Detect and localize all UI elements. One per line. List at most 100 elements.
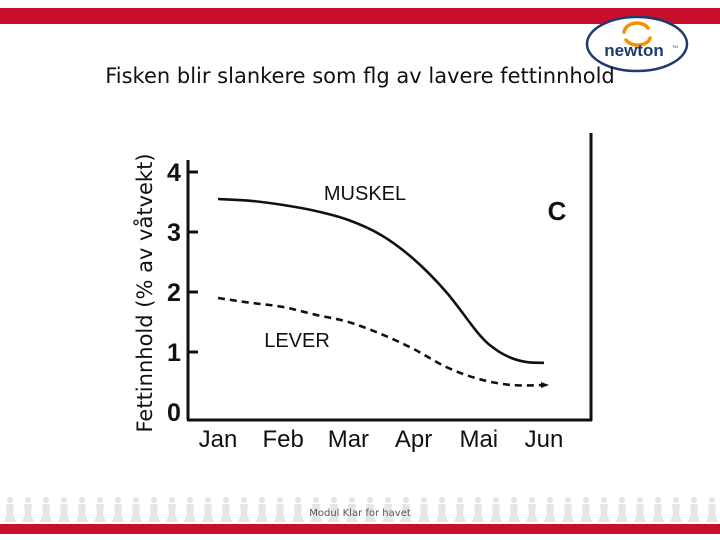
footer-figure-body — [616, 504, 628, 522]
footer-figure-head — [331, 497, 337, 503]
footer-figure-head — [619, 497, 625, 503]
footer-figure-body — [436, 504, 448, 522]
footer-figure-body — [598, 504, 610, 522]
x-tick-label-4: Mai — [459, 426, 498, 453]
y-axis-label: Fettinnhold (% av våtvekt) — [132, 153, 157, 432]
footer-figure-body — [652, 504, 664, 522]
footer-figure-body — [112, 504, 124, 522]
footer-figure-head — [25, 497, 31, 503]
newton-swirl-icon — [622, 21, 652, 47]
footer-figure-head — [223, 497, 229, 503]
footer-figure-head — [169, 497, 175, 503]
footer-figure-body — [292, 504, 304, 522]
footer-figure-head — [367, 497, 373, 503]
y-tick-label-1: 1 — [167, 339, 181, 367]
footer-figure-head — [673, 497, 679, 503]
footer-figure-body — [184, 504, 196, 522]
footer-figure-head — [457, 497, 463, 503]
y-tick-label-3: 3 — [167, 219, 181, 247]
footer-figure-body — [670, 504, 682, 522]
series-label-muskel: MUSKEL — [324, 183, 406, 205]
footer-figure-head — [241, 497, 247, 503]
footer-figure-head — [7, 497, 13, 503]
footer-figure-head — [97, 497, 103, 503]
footer-figure-body — [58, 504, 70, 522]
series-labels: MUSKEL LEVER — [264, 183, 406, 352]
footer-figure-head — [637, 497, 643, 503]
footer-figure-body — [4, 504, 16, 522]
footer-figure-body — [706, 504, 718, 522]
footer-figure-body — [364, 504, 376, 522]
footer-figure-body — [166, 504, 178, 522]
footer-figure-body — [508, 504, 520, 522]
footer-figure-body — [274, 504, 286, 522]
footer-figure-head — [655, 497, 661, 503]
footer-figure-body — [148, 504, 160, 522]
series-lines — [217, 197, 549, 388]
y-tick-label-0: 0 — [167, 399, 181, 427]
footer-figure-head — [493, 497, 499, 503]
newton-logo: newton TM — [585, 15, 689, 73]
x-tick-label-0: Jan — [199, 426, 238, 453]
footer-figure-body — [418, 504, 430, 522]
footer-figure-border — [4, 497, 718, 522]
x-tick-label-1: Feb — [263, 426, 304, 453]
footer-figure-body — [562, 504, 574, 522]
footer-figure-body — [310, 504, 322, 522]
footer-figure-body — [382, 504, 394, 522]
footer-figure-head — [61, 497, 67, 503]
footer-figure-body — [634, 504, 646, 522]
series-line-muskel — [217, 197, 545, 365]
footer-figure-head — [475, 497, 481, 503]
slide-title: Fisken blir slankere som flg av lavere f… — [105, 64, 615, 88]
footer-figure-head — [79, 497, 85, 503]
footer-figure-body — [580, 504, 592, 522]
footer-figure-head — [421, 497, 427, 503]
bottom-red-bar — [0, 524, 720, 534]
footer-figure-body — [346, 504, 358, 522]
panel-label: C — [548, 196, 567, 226]
footer-figure-body — [544, 504, 556, 522]
footer-figure-head — [583, 497, 589, 503]
footer-figure-head — [529, 497, 535, 503]
top-red-bar — [0, 8, 720, 24]
footer-figure-body — [526, 504, 538, 522]
logo-trademark: TM — [672, 44, 678, 49]
footer-figure-head — [349, 497, 355, 503]
footer-figure-body — [22, 504, 34, 522]
x-tick-label-2: Mar — [328, 426, 369, 453]
footer-figure-head — [277, 497, 283, 503]
footer-figure-head — [691, 497, 697, 503]
footer-figure-head — [295, 497, 301, 503]
footer-figure-body — [76, 504, 88, 522]
footer-figure-head — [601, 497, 607, 503]
footer-figure-head — [151, 497, 157, 503]
footer-figure-head — [43, 497, 49, 503]
footer-figure-head — [547, 497, 553, 503]
footer-figure-head — [205, 497, 211, 503]
footer-figure-head — [259, 497, 265, 503]
footer-figure-body — [454, 504, 466, 522]
footer-figure-body — [220, 504, 232, 522]
y-tick-label-2: 2 — [167, 279, 181, 307]
y-ticks: 0 1 2 3 4 — [167, 159, 198, 427]
x-ticks: Jan Feb Mar Apr Mai Jun — [199, 426, 564, 453]
footer-figure-body — [688, 504, 700, 522]
footer-figure-body — [94, 504, 106, 522]
footer-figure-body — [472, 504, 484, 522]
footer-text: Modul Klar for havet — [309, 508, 411, 519]
footer-figure-head — [385, 497, 391, 503]
footer-figure-body — [130, 504, 142, 522]
footer-figure-head — [403, 497, 409, 503]
logo-wordmark: newton — [604, 41, 664, 60]
lever-arrow-tip — [541, 382, 549, 388]
footer-figure-body — [202, 504, 214, 522]
x-tick-label-3: Apr — [395, 426, 432, 453]
footer-figure-head — [439, 497, 445, 503]
footer-figure-body — [238, 504, 250, 522]
footer-figure-head — [313, 497, 319, 503]
footer-figure-head — [115, 497, 121, 503]
footer-figure-head — [133, 497, 139, 503]
series-label-lever: LEVER — [264, 330, 330, 352]
